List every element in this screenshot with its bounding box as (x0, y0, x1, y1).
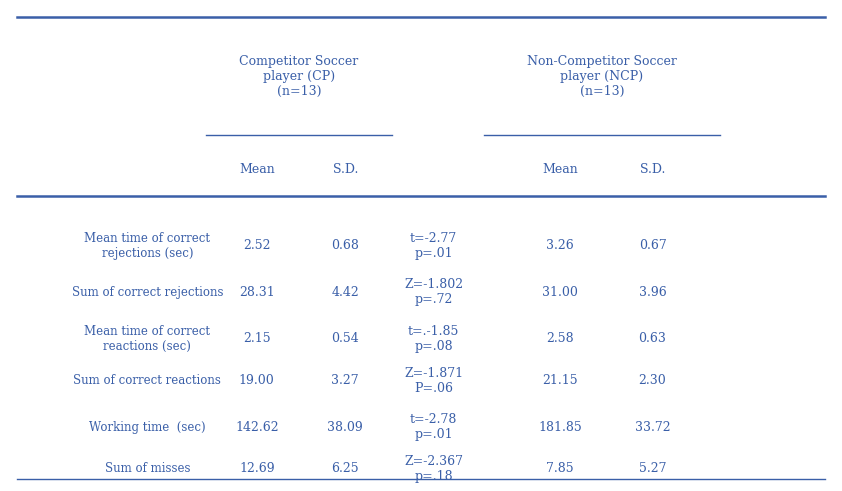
Text: 31.00: 31.00 (542, 286, 578, 299)
Text: 38.09: 38.09 (328, 421, 363, 434)
Text: 0.63: 0.63 (638, 332, 667, 345)
Text: Sum of correct rejections: Sum of correct rejections (72, 286, 223, 299)
Text: 0.54: 0.54 (332, 332, 359, 345)
Text: 33.72: 33.72 (635, 421, 670, 434)
Text: t=.-1.85
p=.08: t=.-1.85 p=.08 (408, 325, 460, 353)
Text: Working time  (sec): Working time (sec) (89, 421, 205, 434)
Text: Z=-2.367
p=.18: Z=-2.367 p=.18 (404, 455, 463, 483)
Text: 2.15: 2.15 (243, 332, 270, 345)
Text: t=-2.78
p=.01: t=-2.78 p=.01 (410, 413, 457, 441)
Text: 7.85: 7.85 (546, 463, 573, 475)
Text: 3.27: 3.27 (332, 374, 359, 387)
Text: Z=-1.802
p=.72: Z=-1.802 p=.72 (404, 278, 463, 306)
Text: 21.15: 21.15 (542, 374, 578, 387)
Text: 2.52: 2.52 (243, 239, 270, 252)
Text: 12.69: 12.69 (239, 463, 274, 475)
Text: 6.25: 6.25 (332, 463, 359, 475)
Text: Mean time of correct
reactions (sec): Mean time of correct reactions (sec) (84, 325, 210, 353)
Text: 3.96: 3.96 (639, 286, 666, 299)
Text: Competitor Soccer
player (CP)
(n=13): Competitor Soccer player (CP) (n=13) (239, 55, 359, 98)
Text: 181.85: 181.85 (538, 421, 582, 434)
Text: Mean: Mean (542, 163, 578, 176)
Text: 2.30: 2.30 (639, 374, 666, 387)
Text: S.D.: S.D. (640, 163, 665, 176)
Text: 0.68: 0.68 (331, 239, 360, 252)
Text: 0.67: 0.67 (639, 239, 666, 252)
Text: S.D.: S.D. (333, 163, 358, 176)
Text: 2.58: 2.58 (546, 332, 573, 345)
Text: Sum of correct reactions: Sum of correct reactions (73, 374, 221, 387)
Text: 142.62: 142.62 (235, 421, 279, 434)
Text: Mean time of correct
rejections (sec): Mean time of correct rejections (sec) (84, 231, 210, 260)
Text: 5.27: 5.27 (639, 463, 666, 475)
Text: 4.42: 4.42 (332, 286, 359, 299)
Text: Non-Competitor Soccer
player (NCP)
(n=13): Non-Competitor Soccer player (NCP) (n=13… (527, 55, 677, 98)
Text: Mean: Mean (239, 163, 274, 176)
Text: t=-2.77
p=.01: t=-2.77 p=.01 (410, 231, 457, 260)
Text: 28.31: 28.31 (239, 286, 274, 299)
Text: Sum of misses: Sum of misses (104, 463, 190, 475)
Text: 3.26: 3.26 (546, 239, 573, 252)
Text: 19.00: 19.00 (239, 374, 274, 387)
Text: Z=-1.871
P=.06: Z=-1.871 P=.06 (404, 366, 463, 395)
